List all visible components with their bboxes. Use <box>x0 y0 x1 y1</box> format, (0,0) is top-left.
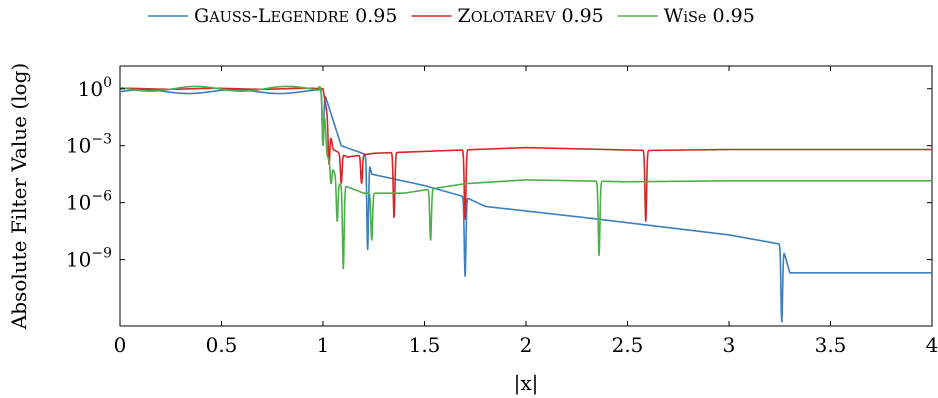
plot-frame <box>119 65 933 327</box>
x-tick-label: 1.5 <box>409 333 441 357</box>
x-tick-label: 0.5 <box>206 333 238 357</box>
y-axis-label: Absolute Filter Value (log) <box>7 63 31 330</box>
y-tick-label: 10−6 <box>66 189 112 215</box>
plot-area: 0 0.5 1 1.5 2 2.5 3 3.5 4 100 10−3 10−6 10−9 <box>66 65 938 357</box>
x-tick-label: 4 <box>926 333 938 357</box>
series-line <box>120 87 932 323</box>
y-tick-label: 10−3 <box>66 132 112 158</box>
y-tick-label: 10−9 <box>66 246 112 272</box>
y-tick-label: 100 <box>78 75 112 101</box>
legend-entry: GAUSS-LEGENDRE 0.95 <box>194 5 397 27</box>
legend: GAUSS-LEGENDRE 0.95 ZOLOTAREV 0.95 WiSe 0.… <box>148 5 755 27</box>
x-tick-label: 1 <box>317 333 330 357</box>
legend-entry: WiSe 0.95 <box>664 5 755 27</box>
x-tick-label: 3.5 <box>815 333 847 357</box>
x-axis-label: |x| <box>514 371 539 396</box>
x-tick-label: 0 <box>114 333 127 357</box>
x-tick-label: 3 <box>723 333 736 357</box>
x-tick-label: 2 <box>520 333 533 357</box>
x-tick-label: 2.5 <box>612 333 644 357</box>
series-line <box>120 87 932 222</box>
legend-entry: ZOLOTAREV 0.95 <box>457 5 603 27</box>
series-line <box>120 85 932 270</box>
